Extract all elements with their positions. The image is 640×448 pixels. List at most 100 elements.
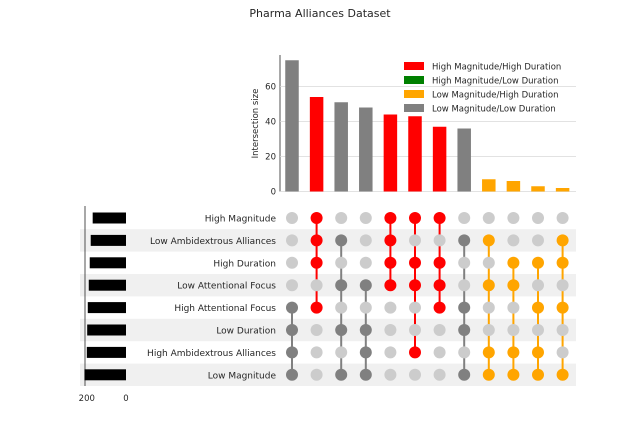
matrix-dot-active xyxy=(335,234,348,247)
legend-label: Low Magnitude/Low Duration xyxy=(432,105,556,115)
matrix-dot-inactive xyxy=(384,301,397,314)
matrix-dot-active xyxy=(286,368,298,381)
set-label: High Ambidextrous Alliances xyxy=(147,349,276,359)
intersection-bar xyxy=(383,114,398,192)
chart-title: Pharma Alliances Dataset xyxy=(249,7,391,20)
set-size-tick-label: 200 xyxy=(79,394,95,404)
matrix-dot-inactive xyxy=(482,256,495,269)
set-size-bar xyxy=(92,212,126,224)
matrix-dot-active xyxy=(556,256,569,269)
intersection-bar xyxy=(285,60,299,192)
matrix-dot-active xyxy=(409,212,421,224)
matrix-dot-inactive xyxy=(482,324,495,336)
matrix-dot-inactive xyxy=(556,212,569,224)
matrix-dot-inactive xyxy=(458,256,471,269)
matrix-dot-inactive xyxy=(310,324,323,336)
intersection-bar xyxy=(408,116,422,192)
matrix-dot-active xyxy=(409,256,421,269)
matrix-dot-inactive xyxy=(409,324,421,336)
matrix-dot-active xyxy=(507,346,520,359)
set-label: Low Attentional Focus xyxy=(177,282,276,292)
matrix-dot-inactive xyxy=(507,234,520,247)
legend-label: High Magnitude/High Duration xyxy=(432,63,561,73)
matrix-dot-active xyxy=(507,368,520,381)
matrix-dot-active xyxy=(532,301,544,314)
matrix-dot-inactive xyxy=(335,212,348,224)
matrix-dot-inactive xyxy=(409,368,421,381)
set-size-tick-label: 0 xyxy=(123,394,128,404)
matrix-dot-inactive xyxy=(384,324,397,336)
matrix-dot-active xyxy=(458,301,471,314)
matrix-dot-inactive xyxy=(310,346,323,359)
intersection-bars-panel: 0 20 40 60 Intersection size xyxy=(251,55,576,198)
matrix-dot-active xyxy=(433,279,446,292)
matrix-dot-inactive xyxy=(433,346,446,359)
matrix-dot-active xyxy=(482,346,495,359)
matrix-dot-inactive xyxy=(359,256,372,269)
set-label: Low Ambidextrous Alliances xyxy=(150,237,276,247)
matrix-dot-active xyxy=(409,279,421,292)
matrix-dot-active xyxy=(286,301,298,314)
matrix-dot-active xyxy=(286,346,298,359)
matrix-dot-active xyxy=(532,368,544,381)
matrix-dot-active xyxy=(359,368,372,381)
matrix-dot-active xyxy=(335,324,348,336)
matrix-dot-inactive xyxy=(458,346,471,359)
matrix-dot-inactive xyxy=(532,212,544,224)
matrix-dot-active xyxy=(556,301,569,314)
set-size-bar xyxy=(87,324,126,336)
matrix-dot-active xyxy=(482,234,495,247)
set-size-bar xyxy=(89,257,126,269)
matrix-dot-active xyxy=(384,234,397,247)
matrix-dot-inactive xyxy=(286,256,298,269)
row-band xyxy=(80,229,576,252)
legend-swatch xyxy=(404,104,424,112)
matrix-dot-inactive xyxy=(286,234,298,247)
matrix-dot-active xyxy=(482,368,495,381)
row-band xyxy=(80,318,576,342)
matrix-dot-active xyxy=(310,256,323,269)
matrix-dot-active xyxy=(458,234,471,247)
set-size-panel: 200 0 xyxy=(79,206,129,404)
matrix-dot-active xyxy=(359,346,372,359)
y-tick-label: 20 xyxy=(265,153,276,163)
matrix-dot-inactive xyxy=(335,301,348,314)
intersection-bar xyxy=(359,107,373,192)
matrix-dot-active xyxy=(482,279,495,292)
set-size-bar xyxy=(87,302,126,314)
matrix-dot-active xyxy=(384,212,397,224)
matrix-dot-active xyxy=(507,279,520,292)
row-band xyxy=(80,274,576,297)
matrix-dot-inactive xyxy=(556,279,569,292)
matrix-dot-active xyxy=(532,256,544,269)
legend-swatch xyxy=(404,90,424,98)
matrix-dot-inactive xyxy=(482,301,495,314)
matrix-dot-inactive xyxy=(507,301,520,314)
intersection-bar xyxy=(309,97,324,192)
y-axis-label: Intersection size xyxy=(251,89,261,159)
matrix-dot-inactive xyxy=(310,279,323,292)
matrix-dot-active xyxy=(433,301,446,314)
matrix-dot-active xyxy=(310,234,323,247)
matrix-dot-active xyxy=(532,346,544,359)
set-size-bar xyxy=(86,346,126,358)
matrix-dot-inactive xyxy=(556,346,569,359)
matrix-dot-active xyxy=(433,256,446,269)
matrix-dot-inactive xyxy=(507,324,520,336)
matrix-dot-inactive xyxy=(482,212,495,224)
matrix-dot-inactive xyxy=(409,301,421,314)
matrix-dot-inactive xyxy=(409,234,421,247)
y-tick-label: 40 xyxy=(265,118,276,128)
matrix-dot-inactive xyxy=(556,324,569,336)
matrix-dot-inactive xyxy=(286,212,298,224)
matrix-dot-active xyxy=(335,368,348,381)
matrix-dot-inactive xyxy=(433,234,446,247)
set-label: Low Duration xyxy=(216,327,276,337)
matrix-dot-active xyxy=(458,368,471,381)
matrix-dot-inactive xyxy=(359,301,372,314)
matrix-dot-active xyxy=(384,279,397,292)
y-tick-label: 60 xyxy=(265,83,276,93)
y-tick-label: 0 xyxy=(271,188,276,198)
matrix-dot-inactive xyxy=(433,368,446,381)
set-size-bar xyxy=(90,234,126,246)
